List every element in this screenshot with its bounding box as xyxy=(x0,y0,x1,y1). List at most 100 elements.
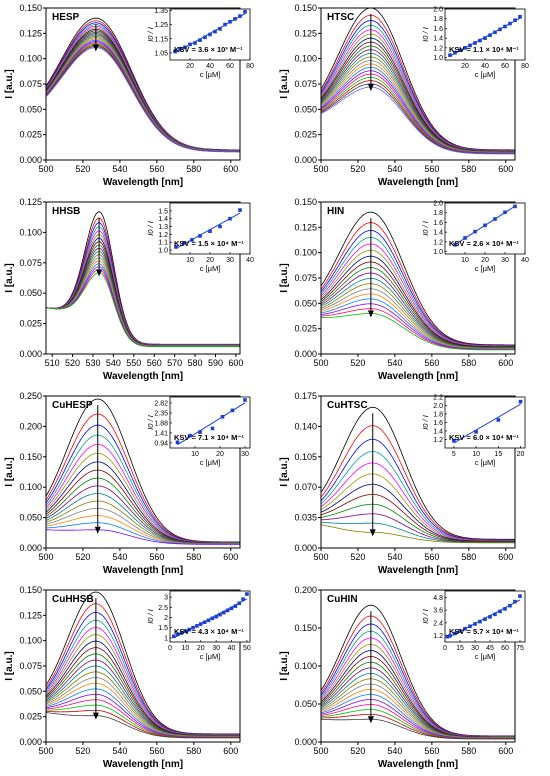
inset-data-point xyxy=(190,238,194,242)
inset-data-point xyxy=(233,604,238,608)
chart-title: CuHTSC xyxy=(327,400,368,411)
x-tick-label: 560 xyxy=(424,552,439,562)
inset-x-tick-label: 20 xyxy=(216,451,224,458)
emission-curves xyxy=(45,591,240,739)
arrow-down-icon xyxy=(369,529,376,537)
inset-x-tick-label: 75 xyxy=(516,645,524,652)
chart-title: HIN xyxy=(327,206,344,217)
inset-data-point xyxy=(243,398,247,402)
y-tick-label: 0.100 xyxy=(294,248,317,258)
inset-frame xyxy=(169,396,251,449)
y-tick-label: 0.150 xyxy=(294,623,317,633)
inset-data-point xyxy=(458,629,462,633)
inset-y-tick-label: 1.4 xyxy=(433,230,443,237)
x-tick-label: 500 xyxy=(313,746,328,756)
y-axis-label: I [a.u.] xyxy=(279,651,290,680)
x-tick-label: 580 xyxy=(186,552,201,562)
inset-data-point xyxy=(214,614,218,619)
inset-data-point xyxy=(198,622,203,626)
inset-data-point xyxy=(496,418,501,422)
x-tick-label: 600 xyxy=(223,552,238,562)
inset-y-tick-label: 1.6 xyxy=(433,420,443,427)
x-tick-label: 580 xyxy=(188,358,203,368)
emission-curve xyxy=(321,521,515,543)
inset-data-point xyxy=(210,426,215,431)
stern-volmer-inset: 20 40 60 80 1.0 1.2 1.4 1.6 1.8 2.0 KSV = 1.1 × 10… xyxy=(421,7,529,80)
x-tick-label: 500 xyxy=(38,746,53,756)
x-tick-label: 500 xyxy=(313,552,328,562)
inset-y-tick-label: 2.0 xyxy=(433,7,443,14)
x-tick-label: 580 xyxy=(461,164,476,174)
y-tick-label: 0.000 xyxy=(19,543,42,553)
inset-data-point xyxy=(473,41,477,45)
arrow-down-icon xyxy=(367,310,374,318)
inset-data-point xyxy=(198,234,202,238)
inset-data-point xyxy=(483,223,487,228)
inset-y-tick-label: 1.8 xyxy=(433,412,443,419)
y-axis-label: I [a.u.] xyxy=(279,457,290,486)
inset-data-point xyxy=(188,42,192,47)
emission-curve xyxy=(320,283,515,349)
inset-y-tick-label: 1.0 xyxy=(158,248,168,255)
emission-curve xyxy=(45,260,240,347)
inset-x-tick-label: 40 xyxy=(228,645,236,652)
inset-y-tick-label: 1.35 xyxy=(154,8,168,15)
x-tick-label: 520 xyxy=(75,164,90,174)
ksv-annotation: KSV = 6.0 × 10⁴ M⁻¹ xyxy=(449,433,519,442)
inset-x-tick-label: 50 xyxy=(243,645,251,652)
arrow-down-icon xyxy=(92,712,99,720)
x-tick-label: 550 xyxy=(126,358,141,368)
inset-data-point xyxy=(237,601,242,606)
arrow-down-icon xyxy=(367,84,374,92)
emission-curves xyxy=(45,17,241,153)
inset-x-tick-label: 40 xyxy=(246,257,254,264)
inset-data-point xyxy=(463,236,467,240)
inset-y-tick-label: 1.5 xyxy=(158,625,168,632)
inset-data-point xyxy=(508,603,512,608)
x-tick-label: 520 xyxy=(75,746,90,756)
inset-x-tick-label: 20 xyxy=(206,257,214,264)
inset-y-axis-label: I0 / I xyxy=(421,609,430,624)
emission-curve xyxy=(320,438,515,541)
inset-x-tick-label: 20 xyxy=(517,451,525,458)
x-axis-label: Wavelength [nm] xyxy=(103,177,183,188)
inset-y-tick-label: 1.4 xyxy=(158,216,168,223)
inset-y-tick-label: 0.94 xyxy=(154,440,168,447)
emission-curve xyxy=(45,263,240,347)
inset-data-point xyxy=(188,433,192,438)
x-tick-label: 600 xyxy=(498,358,513,368)
inset-y-tick-label: 1.5 xyxy=(158,208,168,215)
x-tick-label: 560 xyxy=(149,746,164,756)
arrow-down-icon xyxy=(96,269,103,277)
x-axis-label: Wavelength [nm] xyxy=(103,759,183,770)
inset-data-point xyxy=(175,632,180,637)
y-tick-label: 0.075 xyxy=(19,79,42,89)
emission-curve xyxy=(320,494,515,542)
y-tick-label: 0.050 xyxy=(19,513,42,523)
x-tick-label: 580 xyxy=(186,164,201,174)
inset-data-point xyxy=(452,438,456,443)
inset-y-tick-label: 1.2 xyxy=(433,45,443,52)
emission-curve xyxy=(320,661,515,738)
inset-data-point xyxy=(513,599,517,604)
inset-data-point xyxy=(473,622,477,626)
x-tick-label: 560 xyxy=(149,552,164,562)
x-tick-label: 560 xyxy=(424,164,439,174)
y-tick-label: 0.000 xyxy=(294,349,317,359)
x-tick-label: 540 xyxy=(106,358,121,368)
inset-data-point xyxy=(195,624,199,628)
inset-y-tick-label: 1.15 xyxy=(154,36,168,43)
ksv-annotation: KSV = 7.1 × 10⁴ M⁻¹ xyxy=(174,433,244,442)
inset-data-point xyxy=(498,27,502,32)
emission-curve xyxy=(45,627,240,736)
chart-panel: 500 520 540 560 580 600 0.000 0.025 0.050 0.075 0.… xyxy=(4,3,254,188)
x-tick-label: 580 xyxy=(461,358,476,368)
emission-curve xyxy=(320,473,515,542)
inset-x-axis-label: c [μM] xyxy=(200,458,221,467)
arrow-down-icon xyxy=(94,526,101,534)
x-tick-label: 570 xyxy=(167,358,182,368)
y-tick-label: 0.075 xyxy=(294,273,317,283)
y-tick-label: 0.000 xyxy=(19,737,42,747)
x-tick-label: 540 xyxy=(387,552,402,562)
x-tick-label: 600 xyxy=(498,746,513,756)
